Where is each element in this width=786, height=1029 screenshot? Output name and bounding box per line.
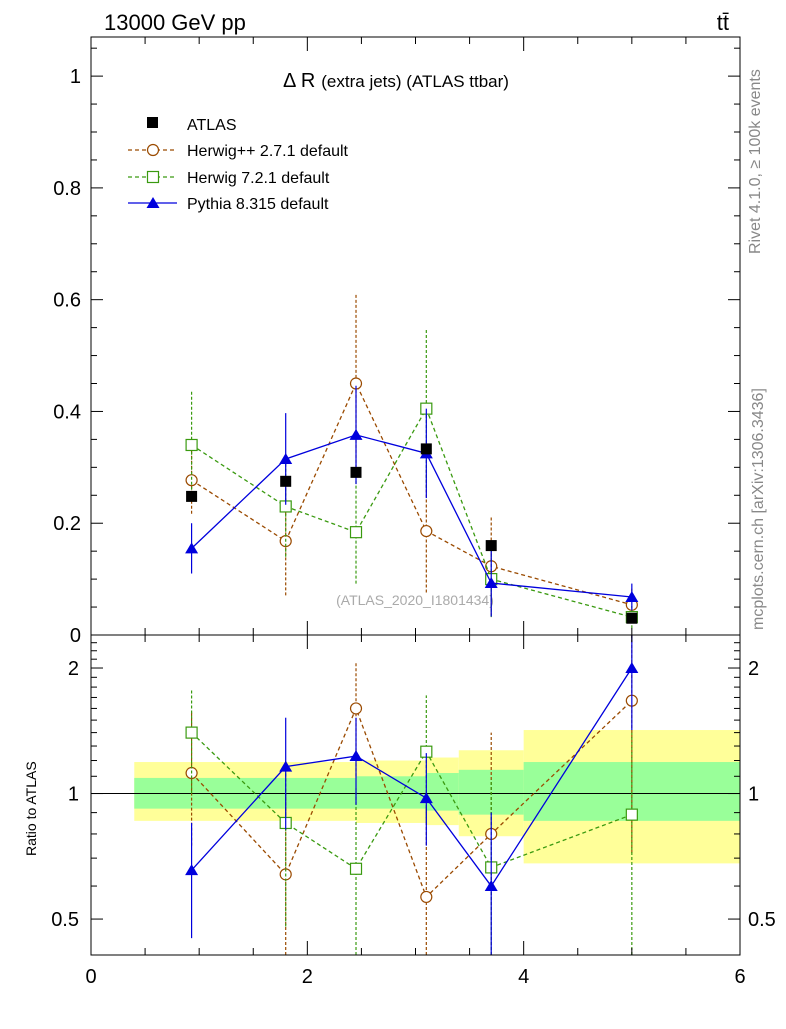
ratio-point-pythia-8-315-default-1 [279, 760, 293, 772]
legend: ATLAS Herwig++ 2.7.1 default Herwig 7.2.… [128, 117, 349, 213]
ratio-xtick-label-3: 6 [734, 966, 745, 988]
main-line-pythia-8-315-default [191, 434, 632, 598]
legend-marker-atlas [147, 117, 158, 128]
side-label-top: Rivet 4.1.0, ≥ 100k events [747, 69, 764, 254]
ratio-point-herwig-7-2-1-default-0 [185, 726, 198, 739]
main-point-atlas-4 [485, 540, 497, 552]
ratio-line-herwig-7-2-1-default [191, 732, 633, 870]
side-label-bottom: mcplots.cern.ch [arXiv:1306.3436] [750, 388, 767, 630]
main-point-atlas-3 [420, 443, 432, 455]
legend-label-pythia: Pythia 8.315 default [187, 196, 329, 213]
main-point-atlas-1 [280, 475, 292, 487]
main-ytick-label-5: 1 [70, 66, 81, 88]
legend-label-atlas: ATLAS [187, 117, 237, 134]
ratio-ytick-label-2: 2 [68, 658, 79, 680]
ratio-ytick-label-1: 1 [68, 784, 79, 806]
ratio-plot-area [91, 635, 740, 955]
ratio-point-herwig-2-7-1-default-3 [420, 890, 433, 904]
main-title-text: (extra jets) (ATLAS ttbar) [321, 72, 509, 91]
ratio-point-herwig-7-2-1-default-2 [349, 862, 363, 875]
ratio-line-pythia-8-315-default [191, 667, 633, 888]
main-ytick-label-2: 0.4 [53, 401, 81, 423]
ratio-xtick-label-1: 2 [302, 966, 313, 988]
main-title: Δ R (extra jets) (ATLAS ttbar) [283, 70, 509, 92]
main-point-atlas-2 [350, 466, 362, 478]
main-point-atlas-0 [186, 490, 198, 502]
inner-band-3 [426, 773, 459, 811]
main-point-atlas-5 [626, 612, 638, 624]
main-ytick-label-0: 0 [70, 625, 81, 647]
ratio-xtick-label-2: 4 [518, 966, 529, 988]
analysis-watermark: (ATLAS_2020_I1801434) [336, 592, 494, 608]
main-point-herwig-7-2-1-default-0 [185, 438, 198, 452]
legend-label-herwig7: Herwig 7.2.1 default [187, 170, 330, 187]
main-title-symbol: Δ R [283, 70, 315, 92]
main-point-herwig-2-7-1-default-3 [420, 524, 433, 538]
axes: 0 0.2 0.4 0.6 0.8 1 0 2 4 6 0.5 0.5 1 1 2 2 [51, 36, 776, 988]
main-line-herwig-7-2-1-default [191, 407, 633, 618]
main-point-pythia-8-315-default-2 [349, 428, 363, 440]
ratio-point-herwig-2-7-1-default-2 [349, 702, 363, 715]
ratio-point-pythia-8-315-default-4 [484, 880, 498, 892]
legend-label-herwigpp: Herwig++ 2.7.1 default [187, 143, 349, 160]
process-label: tt̄ [717, 10, 729, 35]
main-point-herwig-7-2-1-default-2 [349, 526, 363, 539]
legend-marker-herwigpp [146, 143, 160, 157]
ratio-point-pythia-8-315-default-3 [419, 792, 433, 804]
main-ytick-label-4: 0.8 [53, 178, 81, 200]
main-point-pythia-8-315-default-4 [484, 577, 498, 589]
main-point-pythia-8-315-default-5 [625, 590, 639, 602]
ratio-point-pythia-8-315-default-2 [349, 750, 363, 762]
ratio-xtick-label-0: 0 [85, 966, 96, 988]
ratio-point-pythia-8-315-default-5 [625, 662, 639, 674]
ratio-point-herwig-7-2-1-default-5 [625, 808, 638, 821]
ratio-ytick-label-0: 0.5 [51, 909, 79, 931]
ratio-line-herwig-2-7-1-default [191, 700, 633, 899]
ratio-ytick-label-right-0: 0.5 [748, 909, 776, 931]
energy-label: 13000 GeV pp [104, 10, 246, 35]
legend-marker-pythia [146, 197, 160, 208]
main-point-pythia-8-315-default-1 [279, 452, 293, 464]
ratio-ytick-label-right-1: 1 [748, 784, 759, 806]
ratio-point-pythia-8-315-default-0 [185, 864, 199, 876]
legend-marker-herwig7 [146, 170, 160, 184]
main-plot-area [185, 294, 639, 629]
main-line-herwig-2-7-1-default [191, 381, 633, 606]
ratio-ytick-label-right-2: 2 [748, 658, 759, 680]
ratio-ylabel: Ratio to ATLAS [23, 761, 39, 856]
main-ytick-label-1: 0.2 [53, 513, 81, 535]
main-ytick-label-3: 0.6 [53, 290, 81, 312]
inner-band-2 [356, 776, 427, 809]
main-point-pythia-8-315-default-0 [185, 542, 199, 554]
